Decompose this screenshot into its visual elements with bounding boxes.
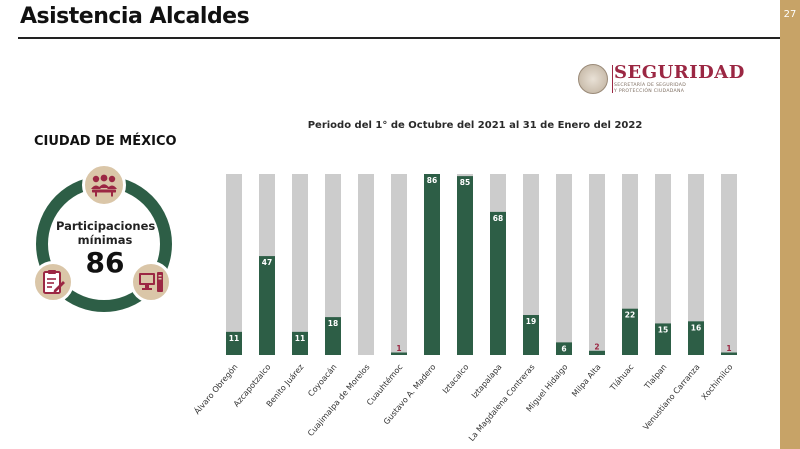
bar-value-label: 11 [229, 334, 239, 343]
bar-value-label: 1 [396, 344, 401, 353]
bar-track [721, 174, 737, 355]
bar-track [358, 174, 374, 355]
bar-track [655, 174, 671, 355]
brand-divider [612, 65, 613, 93]
bar-value-label: 85 [460, 178, 470, 187]
side-accent-bar [780, 0, 800, 449]
city-title: CIUDAD DE MÉXICO [34, 134, 177, 149]
title-rule [18, 37, 780, 39]
bar-value-label: 18 [328, 319, 338, 328]
summary-value: 86 [85, 246, 125, 279]
bar-value-label: 1 [726, 344, 731, 353]
bar [490, 211, 506, 355]
bar-value-label: 47 [262, 258, 272, 267]
bar-track [391, 174, 407, 355]
x-tick-label: Venustiano Carranza [641, 362, 701, 431]
bar [688, 321, 704, 355]
page-number: 27 [783, 9, 797, 20]
x-tick-label: Iztapalapa [470, 362, 504, 400]
bar-track [556, 174, 572, 355]
brand-name: SEGURIDAD [614, 62, 745, 83]
x-tick-label: Milpa Alta [570, 362, 602, 398]
x-tick-label: Cuajimalpa de Morelos [306, 363, 371, 439]
bar [424, 174, 440, 355]
brand-subtitle-line-1: SECRETARÍA DE SEGURIDAD [614, 83, 687, 88]
clipboard-icon [32, 261, 74, 303]
bar [391, 352, 407, 355]
bar-value-label: 6 [561, 344, 566, 353]
x-tick-label: La Magdalena Contreras [467, 363, 537, 443]
bar-value-label: 2 [594, 342, 599, 351]
bar [655, 323, 671, 355]
bar [325, 317, 341, 355]
national-seal-icon [578, 64, 608, 94]
people-meeting-icon [82, 163, 126, 207]
brand-subtitle: SECRETARÍA DE SEGURIDAD Y PROTECCIÓN CIU… [614, 83, 686, 94]
bar-value-label: 16 [691, 323, 701, 332]
bar-value-label: 19 [526, 317, 536, 326]
summary-label: Participaciones mínimas [56, 219, 156, 247]
bar-value-label: 86 [427, 176, 437, 185]
chart-title: Periodo del 1° de Octubre del 2021 al 31… [307, 120, 643, 131]
bar [259, 256, 275, 355]
brand-logo: SEGURIDAD SECRETARÍA DE SEGURIDAD Y PROT… [578, 62, 748, 96]
x-tick-label: Xochimilco [700, 362, 735, 401]
x-tick-label: Álvaro Obregón [191, 361, 240, 416]
slide-title: Asistencia Alcaldes [20, 4, 250, 29]
x-tick-label: Tláhuac [608, 363, 636, 394]
bar-value-label: 68 [493, 214, 503, 223]
bar-value-label: 22 [625, 311, 635, 320]
brand-subtitle-line-2: Y PROTECCIÓN CIUDADANA [614, 88, 685, 94]
bar [721, 352, 737, 355]
bar [622, 308, 638, 355]
bar-value-label: 15 [658, 325, 668, 334]
bar [457, 176, 473, 355]
bar [589, 350, 605, 355]
bar-track [688, 174, 704, 355]
x-tick-label: Tlalpan [642, 363, 668, 392]
x-tick-label: Iztacalco [441, 362, 471, 395]
bar-track [226, 174, 242, 355]
bar [226, 331, 242, 355]
bar [292, 331, 308, 355]
bar [523, 315, 539, 355]
bar-track [589, 174, 605, 355]
computer-icon [130, 261, 172, 303]
bar-track [292, 174, 308, 355]
bar-value-label: 11 [295, 334, 305, 343]
x-tick-label: Coyoacán [306, 363, 338, 399]
bar-track [325, 174, 341, 355]
bar [556, 342, 572, 355]
bar-track [523, 174, 539, 355]
